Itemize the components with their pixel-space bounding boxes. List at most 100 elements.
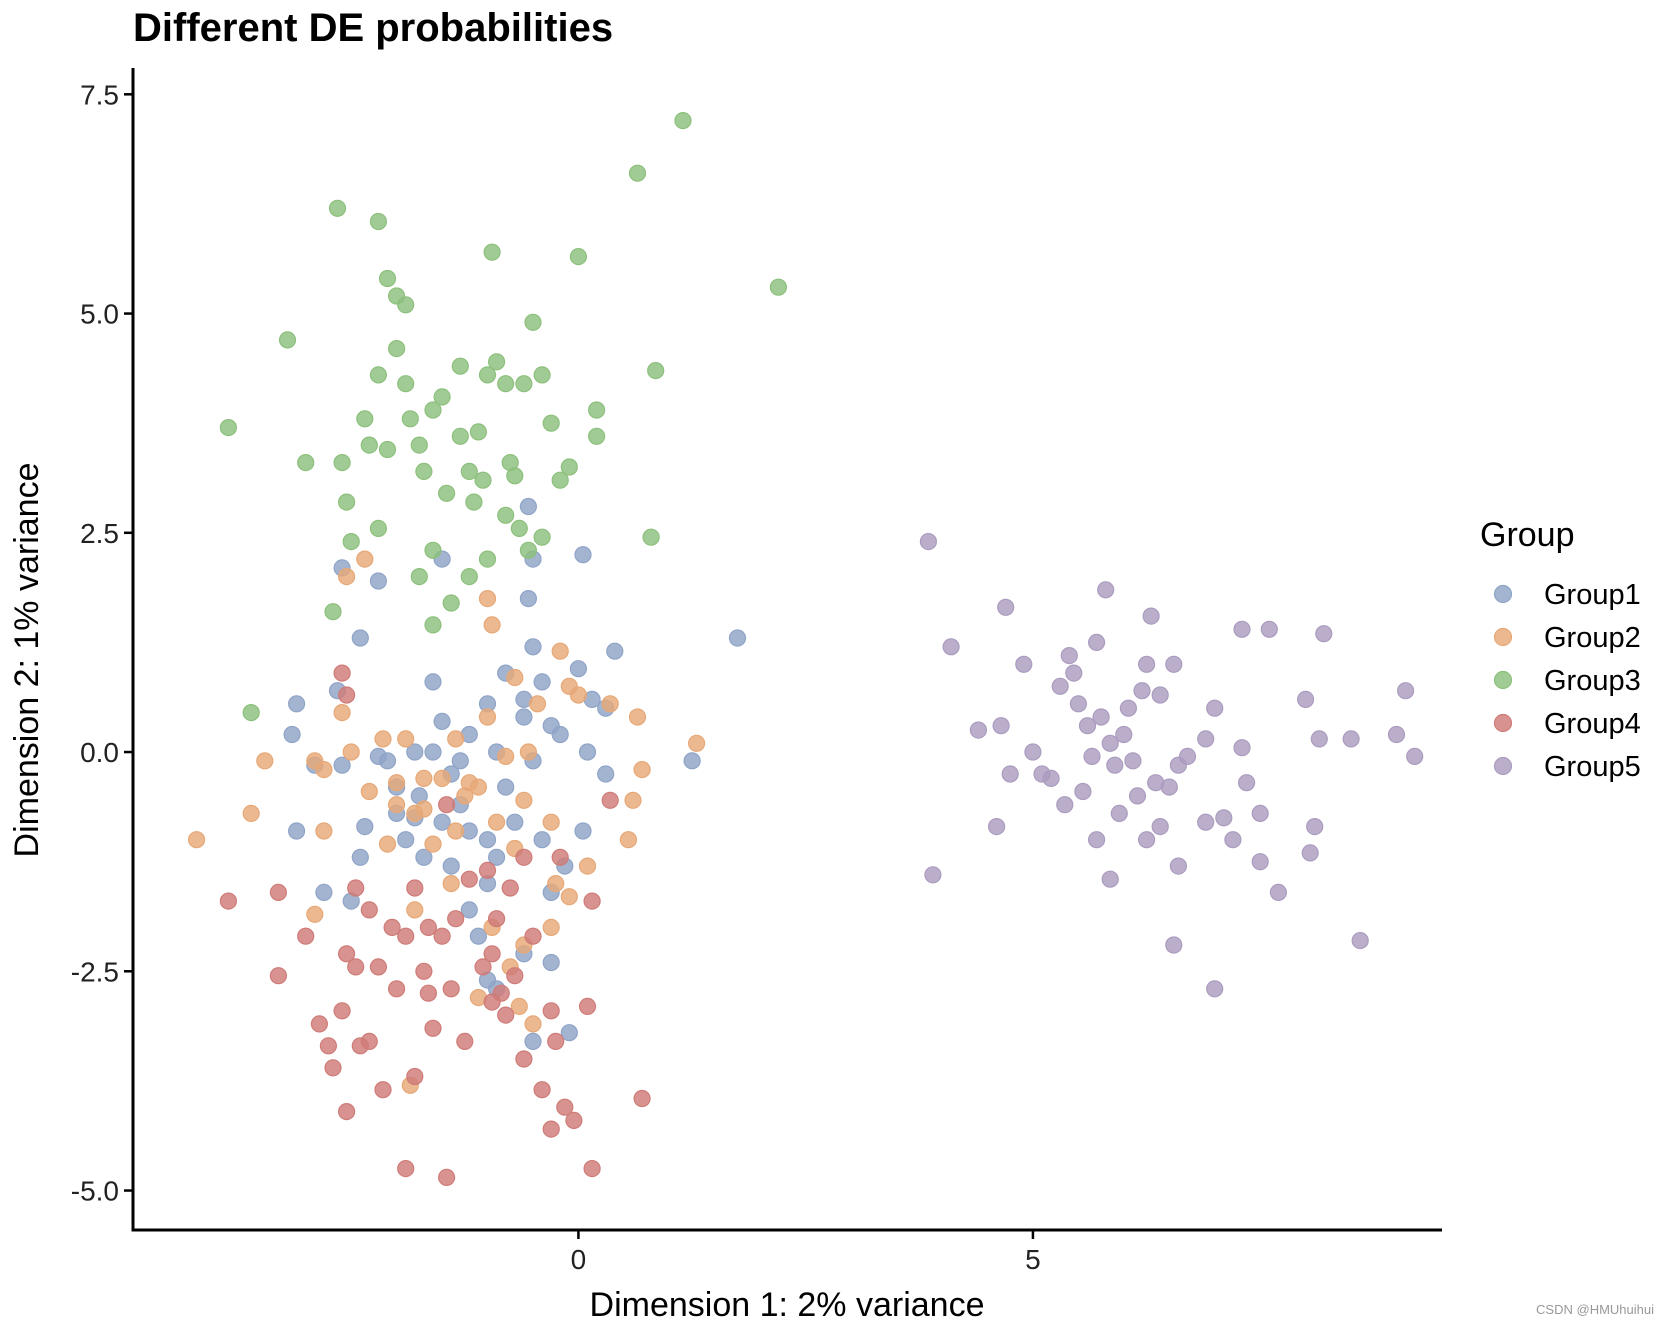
point-group3-15 (410, 436, 428, 454)
point-group5-1 (942, 638, 960, 656)
y-tick-label: 0.0 (80, 737, 119, 768)
point-group3-22 (469, 423, 487, 441)
point-group1-56 (519, 589, 538, 608)
point-group4-29 (501, 879, 519, 897)
point-group2-12 (415, 769, 433, 788)
point-group2-55 (447, 822, 465, 840)
point-group5-30 (1160, 778, 1178, 796)
point-group4-23 (456, 1032, 474, 1051)
point-group2-24 (542, 813, 560, 831)
point-group3-31 (542, 414, 560, 432)
point-group2-41 (460, 774, 478, 792)
point-group2-30 (619, 831, 638, 849)
point-group1-8 (351, 848, 369, 866)
point-group5-47 (1315, 625, 1333, 643)
point-group5-55 (1101, 870, 1119, 888)
point-group2-48 (542, 918, 560, 937)
point-group4-37 (565, 1111, 583, 1130)
point-group2-34 (687, 734, 706, 752)
point-group4-26 (483, 945, 501, 963)
point-group3-25 (488, 353, 506, 371)
point-group2-19 (488, 813, 506, 831)
point-group5-11 (1060, 646, 1078, 665)
point-group5-33 (1178, 747, 1197, 766)
point-group4-30 (506, 967, 524, 985)
point-group3-24 (483, 243, 501, 261)
point-group1-65 (515, 708, 533, 726)
point-group1-1 (283, 725, 301, 744)
point-group5-7 (1024, 743, 1042, 761)
point-group4-1 (269, 967, 287, 985)
point-group2-5 (333, 703, 351, 722)
point-group4-13 (369, 958, 387, 976)
legend-swatch-group3 (1493, 670, 1513, 690)
point-group3-37 (647, 362, 665, 380)
point-group1-13 (397, 831, 415, 849)
point-group5-39 (1237, 774, 1256, 792)
x-tick-label: 5 (1025, 1244, 1041, 1275)
point-group3-0 (219, 419, 237, 437)
point-group2-0 (188, 831, 206, 849)
point-group3-43 (497, 506, 515, 524)
point-group3-36 (628, 164, 647, 182)
point-group4-6 (324, 1059, 342, 1077)
point-group5-29 (1151, 686, 1169, 704)
point-group1-22 (460, 901, 478, 919)
point-group5-19 (1097, 581, 1115, 599)
point-group2-36 (483, 616, 501, 634)
point-group1-47 (574, 822, 592, 840)
point-group5-50 (1396, 682, 1415, 700)
point-group5-60 (1342, 730, 1360, 748)
point-group4-57 (360, 1032, 378, 1051)
point-group2-53 (315, 822, 333, 840)
legend-label-group2: Group2 (1544, 622, 1641, 654)
point-group4-59 (497, 1006, 515, 1024)
point-group3-46 (324, 603, 342, 621)
point-group2-21 (506, 668, 524, 687)
point-group4-46 (438, 1168, 456, 1187)
point-group3-59 (451, 427, 469, 445)
point-group5-52 (1206, 980, 1224, 998)
point-group3-1 (278, 331, 297, 349)
point-group2-2 (256, 752, 274, 770)
watermark-text: CSDN @HMUhuihui (1536, 1302, 1654, 1317)
y-axis-title: Dimension 2: 1% variance (8, 463, 46, 858)
point-group3-60 (474, 471, 492, 489)
point-group1-17 (433, 712, 451, 731)
point-group5-36 (1215, 809, 1233, 827)
point-group4-58 (419, 984, 437, 1002)
point-group4-5 (319, 1037, 337, 1055)
point-group3-14 (401, 410, 419, 428)
point-group3-28 (515, 375, 533, 393)
point-group5-0 (919, 532, 938, 551)
point-group3-8 (369, 212, 387, 231)
plot-points (188, 111, 1424, 1187)
point-group1-42 (524, 1032, 542, 1051)
legend-label-group4: Group4 (1544, 708, 1641, 740)
y-tick-label: -2.5 (71, 956, 119, 987)
point-group5-27 (1142, 607, 1160, 625)
point-group2-37 (338, 567, 356, 586)
point-group5-38 (1233, 739, 1251, 757)
point-group5-45 (1306, 817, 1324, 836)
point-group3-42 (478, 550, 497, 568)
point-group5-57 (924, 866, 942, 884)
legend-swatch-group5 (1493, 756, 1513, 776)
point-group1-34 (533, 673, 551, 691)
point-group4-38 (583, 1159, 601, 1178)
point-group4-36 (556, 1098, 574, 1116)
point-group1-27 (424, 743, 442, 761)
legend-title: Group (1480, 516, 1575, 554)
legend-label-group5: Group5 (1544, 751, 1641, 783)
point-group5-64 (1301, 844, 1319, 862)
point-group1-37 (506, 813, 524, 831)
point-group3-39 (769, 278, 788, 296)
point-group4-17 (406, 879, 424, 897)
point-group3-21 (460, 462, 478, 480)
point-group5-12 (1065, 664, 1083, 682)
point-group2-32 (624, 791, 642, 809)
point-group1-55 (519, 497, 538, 516)
legend-label-group1: Group1 (1544, 579, 1641, 611)
point-group4-21 (442, 980, 460, 998)
legend: Group Group1 Group2 Group3 Group4 Group5 (1480, 516, 1641, 783)
